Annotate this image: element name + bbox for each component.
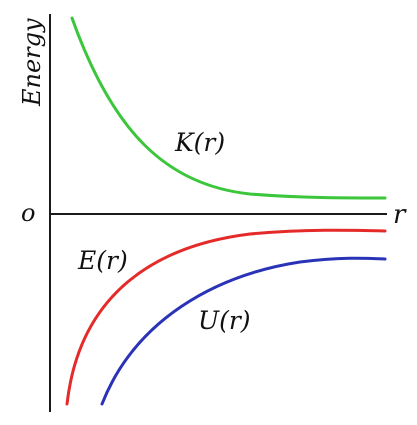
kinetic-energy-label: K(r) bbox=[174, 128, 225, 157]
total-energy-label: E(r) bbox=[77, 246, 128, 275]
kinetic-energy-curve bbox=[70, 16, 387, 200]
origin-label: o bbox=[21, 199, 35, 227]
y-axis-label: Energy bbox=[18, 18, 46, 107]
x-axis-label: r bbox=[393, 200, 407, 230]
potential-energy-curve bbox=[100, 256, 387, 406]
potential-energy-label: U(r) bbox=[198, 306, 251, 335]
total-energy-curve bbox=[65, 228, 387, 406]
